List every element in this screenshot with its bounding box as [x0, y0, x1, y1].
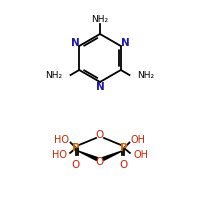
Text: O: O	[120, 160, 128, 170]
Text: NH₂: NH₂	[137, 71, 155, 79]
Text: NH₂: NH₂	[45, 71, 63, 79]
Text: N: N	[121, 38, 129, 48]
Text: O: O	[72, 160, 80, 170]
Polygon shape	[78, 151, 98, 160]
Text: NH₂: NH₂	[91, 15, 109, 23]
Text: P: P	[120, 143, 128, 153]
Text: P: P	[72, 143, 80, 153]
Text: N: N	[71, 38, 79, 48]
Text: HO: HO	[52, 150, 67, 160]
Text: OH: OH	[131, 135, 146, 145]
Text: N: N	[96, 82, 104, 92]
Text: O: O	[96, 157, 104, 167]
Text: O: O	[96, 130, 104, 140]
Text: HO: HO	[54, 135, 69, 145]
Polygon shape	[102, 151, 122, 160]
Text: OH: OH	[133, 150, 148, 160]
